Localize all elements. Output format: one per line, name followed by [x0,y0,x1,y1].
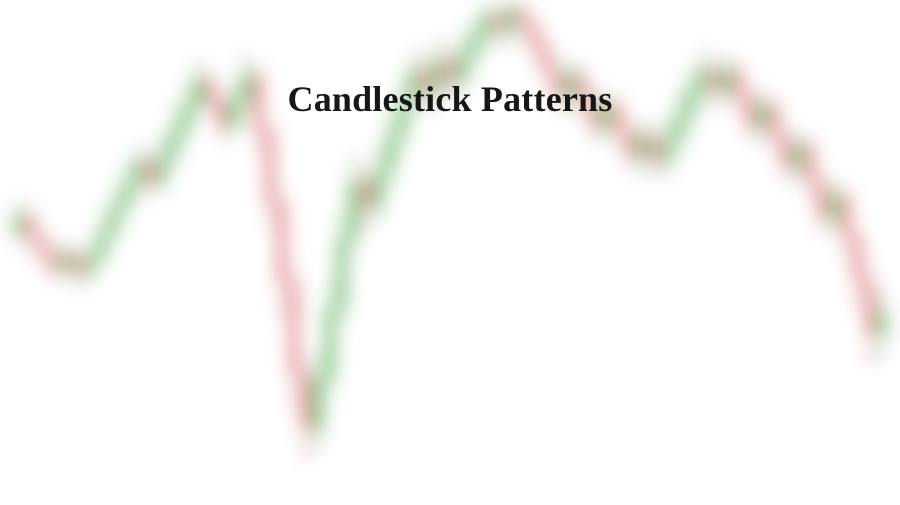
candlestick-hero: Candlestick Patterns [0,0,900,505]
candlestick-chart-bg [0,0,900,505]
